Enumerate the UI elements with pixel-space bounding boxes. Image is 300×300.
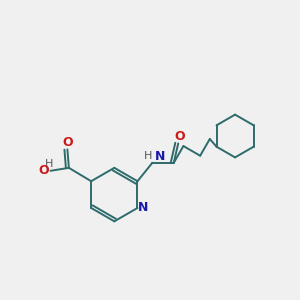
Text: H: H [45, 159, 53, 169]
Text: O: O [174, 130, 185, 143]
Text: O: O [62, 136, 73, 149]
Text: N: N [138, 202, 148, 214]
Text: H: H [143, 151, 152, 161]
Text: O: O [38, 164, 49, 177]
Text: N: N [155, 150, 165, 163]
